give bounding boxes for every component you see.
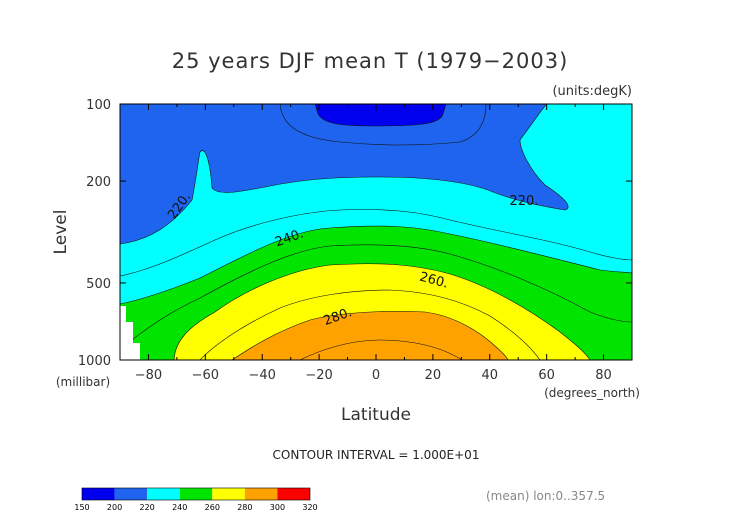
missing-data-cell — [133, 343, 140, 360]
x-tick-label: −20 — [305, 368, 332, 383]
y-units-label: (millibar) — [56, 375, 110, 389]
x-tick-label: −40 — [249, 368, 276, 383]
colorbar-frame — [81, 487, 311, 501]
contour-line — [279, 104, 487, 146]
x-tick-label: −60 — [192, 368, 219, 383]
chart-title: 25 years DJF mean T (1979−2003) — [172, 49, 569, 73]
x-axis-title: Latitude — [341, 405, 411, 425]
colorbar-label: 300 — [270, 503, 285, 512]
contour-line — [199, 289, 541, 360]
y-axis-title: Level — [51, 210, 71, 255]
contour-label: 220. — [509, 194, 538, 209]
colorbar-swatch — [114, 488, 148, 500]
colorbar-swatch — [212, 488, 245, 500]
contour-line — [231, 310, 509, 360]
x-axis: −80 −60 −40 −20 0 20 40 60 80 — [119, 104, 633, 383]
x-tick-label: −80 — [135, 368, 162, 383]
colorbar-label: 240 — [172, 503, 187, 512]
x-tick-label: 0 — [372, 368, 380, 383]
y-tick-label: 200 — [86, 175, 111, 190]
contour-line — [120, 225, 632, 305]
x-units-label: (degrees_north) — [544, 386, 640, 400]
colorbar-label: 280 — [237, 503, 252, 512]
y-tick-label: 100 — [86, 98, 111, 113]
colorbar-label: 320 — [302, 503, 317, 512]
contour-line — [120, 104, 569, 245]
colorbar-swatch — [147, 488, 180, 500]
band-150-200 — [315, 104, 446, 126]
x-tick-label: 60 — [538, 368, 555, 383]
y-tick-label: 1000 — [78, 354, 111, 369]
x-tick-label: 20 — [425, 368, 442, 383]
contour-line — [173, 263, 591, 360]
colorbar-swatch — [277, 488, 310, 500]
contour-line — [314, 104, 447, 127]
contour-interval: CONTOUR INTERVAL = 1.000E+01 — [273, 448, 480, 462]
x-tick-label: 80 — [595, 368, 612, 383]
footer-label: (mean) lon:0..357.5 — [486, 489, 605, 503]
contour-lines — [120, 104, 632, 360]
y-tick-label: 500 — [86, 277, 111, 292]
contour-line — [120, 209, 632, 277]
contour-line — [299, 339, 463, 360]
colorbar: 150 200 220 240 260 280 300 320 — [74, 487, 318, 512]
colorbar-label: 220 — [140, 503, 155, 512]
y-axis: 100 200 500 1000 — [78, 98, 632, 369]
missing-data-cell — [120, 306, 126, 360]
units-label: (units:degK) — [552, 84, 632, 99]
contour-label: 260. — [418, 270, 450, 292]
plot-area — [120, 104, 632, 360]
colorbar-swatch — [82, 488, 115, 500]
contour-line — [131, 244, 632, 341]
colorbar-label: 200 — [107, 503, 122, 512]
colorbar-label: 260 — [205, 503, 220, 512]
colorbar-swatch — [244, 488, 278, 500]
colorbar-swatch — [179, 488, 213, 500]
missing-data-cell — [126, 322, 133, 360]
x-tick-label: 40 — [482, 368, 499, 383]
colorbar-label: 150 — [74, 503, 89, 512]
